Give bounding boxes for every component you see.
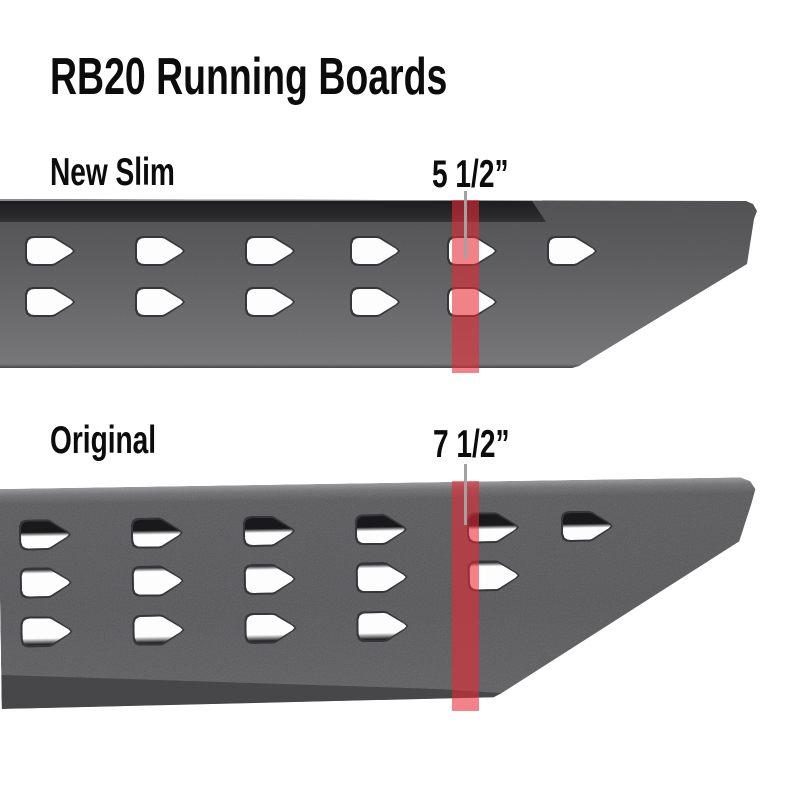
running-board-new-slim [0, 199, 757, 368]
hole [19, 519, 71, 551]
hole-face [134, 567, 182, 595]
hole [350, 287, 400, 317]
hole [19, 567, 71, 599]
hole [135, 287, 185, 317]
hole-face [22, 569, 70, 597]
hole-face [247, 238, 293, 264]
variant-label-original: Original [50, 419, 157, 462]
hole [243, 515, 295, 547]
measurement-value-original: 7 1/2” [433, 423, 510, 466]
hole [25, 287, 75, 317]
hole-grid [0, 477, 764, 489]
hole [243, 563, 295, 595]
hole [245, 287, 295, 317]
hole [20, 616, 72, 648]
board-bottom-shadow [0, 364, 620, 368]
hole [561, 510, 613, 542]
hole-face [27, 238, 73, 264]
hole [244, 612, 296, 644]
hole-face [137, 289, 183, 315]
board-top-bevel [0, 199, 542, 201]
hole-face [358, 613, 406, 641]
hole-face [133, 519, 181, 547]
hole-face [563, 512, 611, 540]
hole [356, 611, 408, 643]
hole [135, 236, 185, 266]
hole-face [245, 517, 293, 545]
hole-face [27, 289, 73, 315]
hole [350, 236, 400, 266]
metal-texture [0, 199, 757, 368]
hole [245, 236, 295, 266]
hole [355, 514, 407, 546]
measurement-value-new-slim: 5 1/2” [432, 153, 509, 196]
hole-face [137, 238, 183, 264]
hole [131, 517, 183, 549]
hole-face [549, 238, 595, 264]
variant-label-new-slim: New Slim [50, 151, 175, 194]
hole-face [352, 238, 398, 264]
hole-face [22, 618, 70, 646]
hole-face [352, 289, 398, 315]
hole [131, 565, 183, 597]
hole-face [245, 565, 293, 593]
measurement-line-original [464, 464, 467, 525]
hole-face [247, 289, 293, 315]
page-title: RB20 Running Boards [50, 48, 448, 106]
hole-face [357, 564, 405, 592]
metal-texture [0, 477, 768, 711]
hole [355, 562, 407, 594]
hole-face [357, 516, 405, 544]
step-edge-trim [0, 201, 546, 222]
measurement-line-new-slim [464, 191, 467, 258]
hole [25, 236, 75, 266]
board-bottom-lip [0, 477, 768, 711]
hole-face [246, 614, 294, 642]
hole [547, 236, 597, 266]
hole-face [134, 616, 182, 644]
hole [132, 614, 184, 646]
hole-face [21, 521, 69, 549]
running-board-original [0, 477, 768, 711]
